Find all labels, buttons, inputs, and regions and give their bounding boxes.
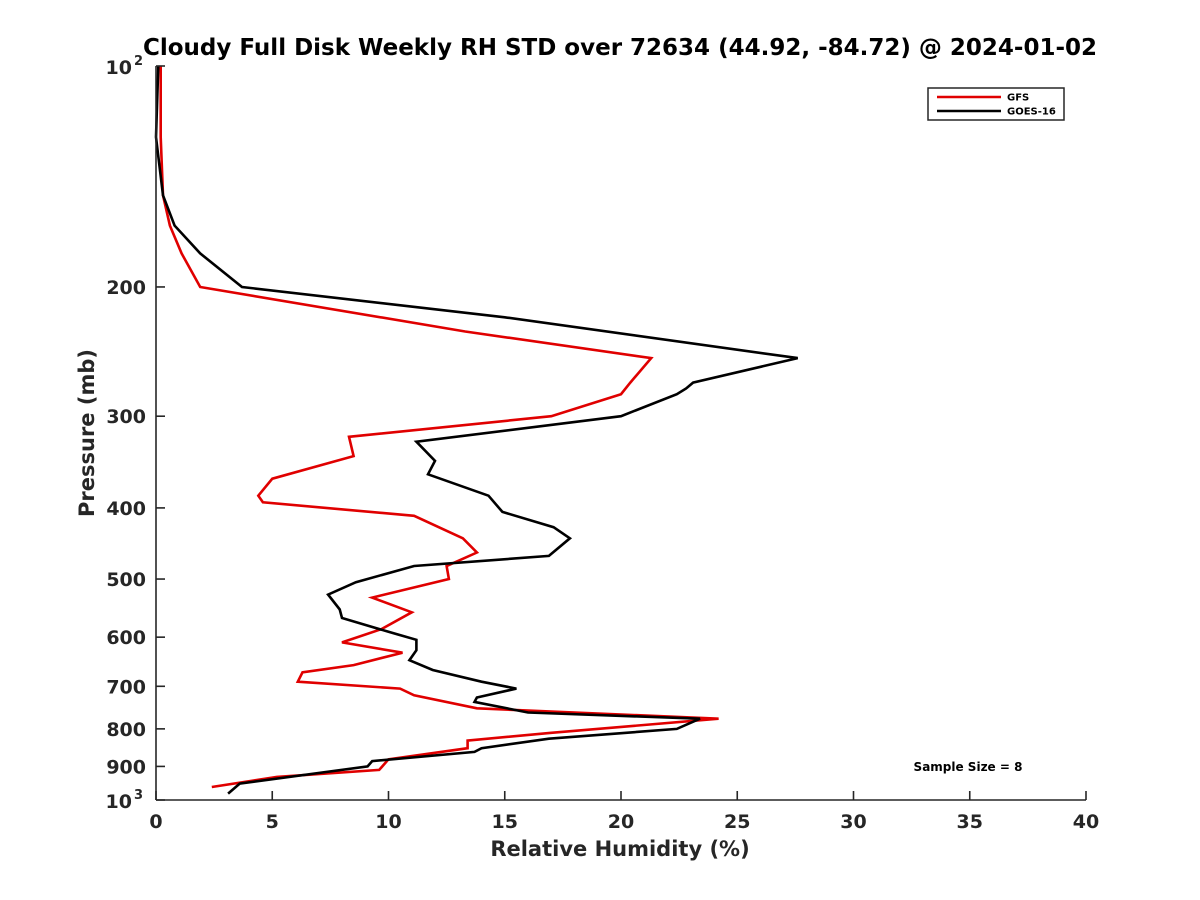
x-tick-label: 15 xyxy=(492,811,518,833)
y-tick-label: 700 xyxy=(106,676,146,698)
y-axis-label: Pressure (mb) xyxy=(75,349,99,517)
chart-title: Cloudy Full Disk Weekly RH STD over 7263… xyxy=(143,35,1097,61)
legend: GFS GOES-16 xyxy=(927,87,1065,121)
y-tick-label: 800 xyxy=(106,719,146,741)
y-tick-label: 200 xyxy=(106,277,146,299)
x-tick-label: 20 xyxy=(608,811,634,833)
series-line-gfs xyxy=(159,66,719,789)
x-tick-label: 30 xyxy=(840,811,866,833)
series-line-goes-16 xyxy=(154,65,798,795)
y-tick-label: 10 xyxy=(106,57,132,79)
y-tick-label: 500 xyxy=(106,569,146,591)
x-ticks: 0 5 10 15 20 25 30 35 40 xyxy=(149,791,1099,833)
series-layer xyxy=(154,65,798,795)
x-tick-label: 5 xyxy=(266,811,279,833)
x-axis-label: Relative Humidity (%) xyxy=(490,837,749,861)
y-tick-label: 10 xyxy=(106,791,132,813)
y-tick-label: 300 xyxy=(106,406,146,428)
legend-label-gfs: GFS xyxy=(1007,93,1029,104)
x-tick-label: 35 xyxy=(957,811,983,833)
y-tick-exponent: 2 xyxy=(134,54,143,69)
legend-box xyxy=(927,87,1065,121)
x-tick-label: 40 xyxy=(1073,811,1099,833)
y-tick-label: 900 xyxy=(106,756,146,778)
legend-label-goes-16: GOES-16 xyxy=(1007,107,1056,118)
plot-area xyxy=(156,66,1086,800)
x-tick-label: 25 xyxy=(724,811,750,833)
sample-size-note: Sample Size = 8 xyxy=(914,760,1023,774)
y-tick-label: 400 xyxy=(106,498,146,520)
y-tick-label: 600 xyxy=(106,627,146,649)
x-tick-label: 10 xyxy=(375,811,401,833)
x-tick-label: 0 xyxy=(149,811,162,833)
y-tick-exponent: 3 xyxy=(134,788,143,803)
